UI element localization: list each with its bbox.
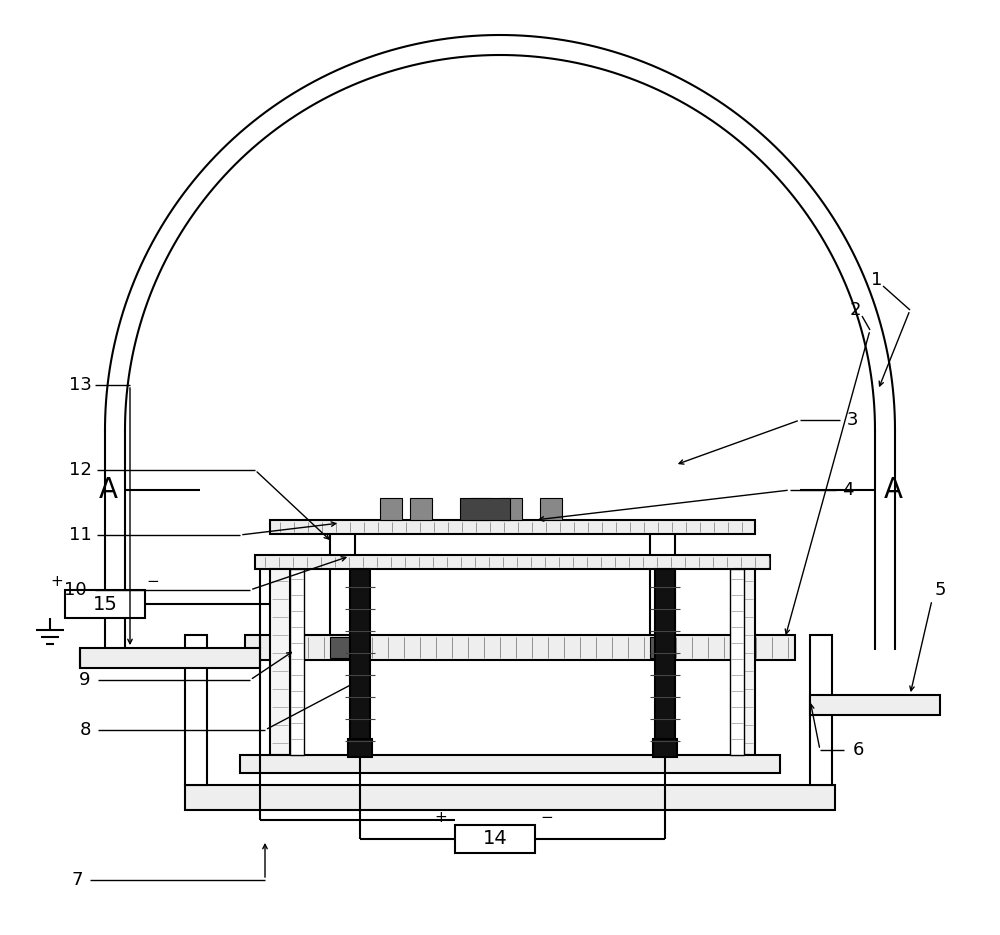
Text: 7: 7 [71, 871, 83, 889]
Bar [380, 498, 402, 520]
Bar [330, 637, 355, 658]
Bar [185, 635, 207, 785]
Text: 4: 4 [842, 481, 854, 499]
Text: 1: 1 [871, 271, 883, 289]
Bar [270, 520, 755, 534]
Bar [540, 498, 562, 520]
Bar [80, 648, 260, 668]
Text: 3: 3 [846, 411, 858, 429]
Bar [650, 637, 675, 658]
Bar [810, 695, 940, 715]
Bar [810, 635, 832, 785]
Bar [410, 498, 432, 520]
Text: 2: 2 [849, 301, 861, 319]
Bar [730, 569, 744, 755]
Bar [653, 739, 677, 757]
Text: A: A [98, 476, 118, 504]
Text: 9: 9 [79, 671, 91, 689]
Text: 12: 12 [69, 461, 91, 479]
Bar [185, 785, 835, 810]
Bar [245, 635, 795, 660]
Text: −: − [541, 810, 553, 825]
Text: 11: 11 [69, 526, 91, 544]
Bar [350, 569, 370, 755]
Bar [650, 530, 675, 635]
Bar [330, 530, 355, 635]
Bar [255, 555, 770, 569]
Text: 14: 14 [483, 829, 507, 848]
Bar [270, 569, 290, 755]
Bar [500, 498, 522, 520]
Text: +: + [435, 810, 447, 825]
Bar [455, 825, 535, 853]
Text: 5: 5 [934, 581, 946, 599]
Text: 8: 8 [79, 721, 91, 739]
Text: −: − [147, 574, 159, 589]
Bar [290, 569, 304, 755]
Text: A: A [884, 476, 902, 504]
Text: 15: 15 [93, 595, 117, 613]
Text: +: + [51, 574, 63, 589]
Text: 10: 10 [64, 581, 86, 599]
Bar [240, 755, 780, 773]
Text: 13: 13 [69, 376, 91, 394]
Bar [470, 498, 492, 520]
Text: 6: 6 [852, 741, 864, 759]
Bar [735, 569, 755, 755]
Bar [655, 569, 675, 755]
Bar [65, 590, 145, 618]
Bar [460, 498, 510, 520]
Bar [348, 739, 372, 757]
